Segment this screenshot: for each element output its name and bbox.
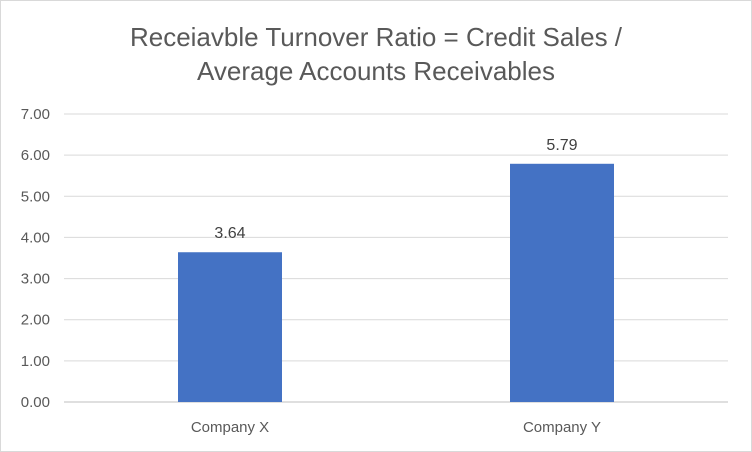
y-tick-label: 1.00 xyxy=(21,353,50,370)
data-label: 5.79 xyxy=(546,137,577,154)
x-tick-label: Company Y xyxy=(523,419,601,436)
x-tick-label: Company X xyxy=(191,419,269,436)
chart-title-line-1: Receiavble Turnover Ratio = Credit Sales… xyxy=(129,22,623,52)
y-tick-label: 6.00 xyxy=(21,147,50,164)
y-tick-label: 2.00 xyxy=(21,312,50,329)
y-tick-label: 0.00 xyxy=(21,394,50,411)
y-tick-label: 4.00 xyxy=(21,229,50,246)
chart-title-line-2: Average Accounts Receivables xyxy=(197,56,555,86)
bar xyxy=(178,252,282,402)
y-tick-label: 3.00 xyxy=(21,271,50,288)
chart-title: Receiavble Turnover Ratio = Credit Sales… xyxy=(0,20,752,88)
data-label: 3.64 xyxy=(214,225,245,242)
y-tick-label: 5.00 xyxy=(21,188,50,205)
bar xyxy=(510,163,614,402)
y-tick-label: 7.00 xyxy=(21,106,50,123)
